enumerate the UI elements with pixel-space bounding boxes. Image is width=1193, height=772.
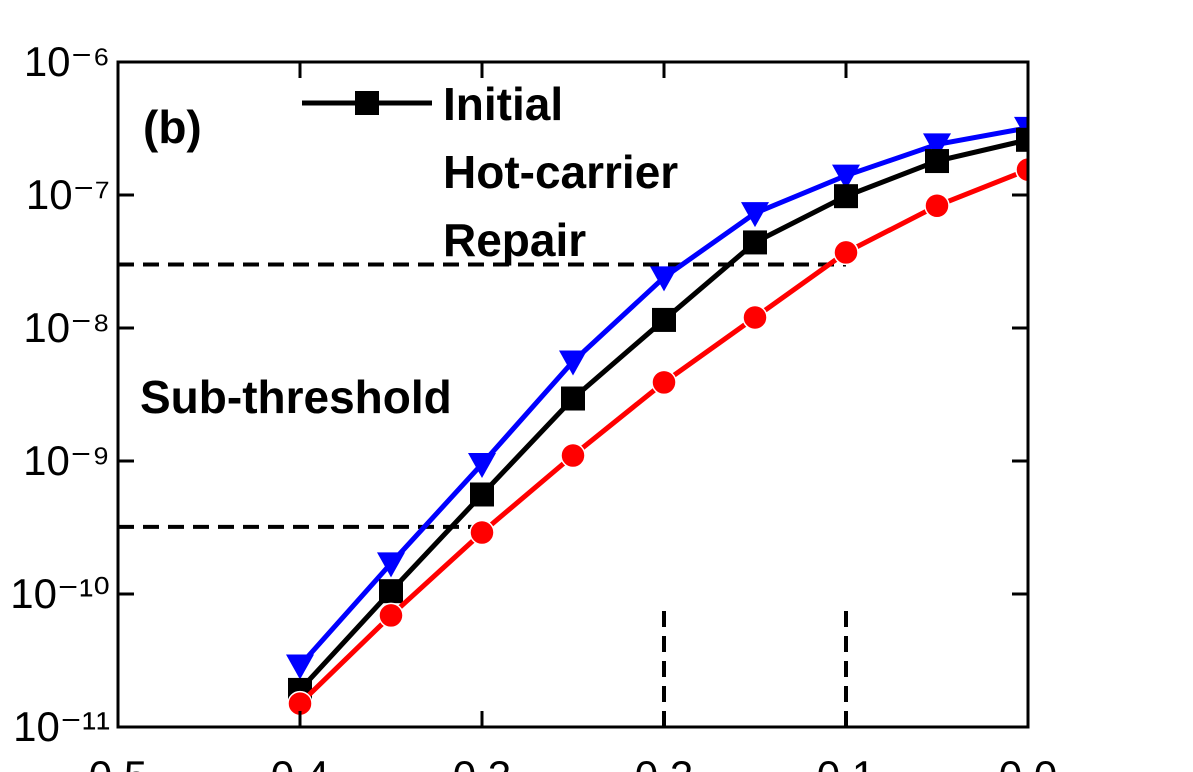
marker <box>468 452 496 478</box>
series-group <box>286 116 1028 717</box>
marker <box>651 369 677 396</box>
marker <box>378 602 404 629</box>
legend-label: Repair <box>443 214 586 266</box>
legend-label: Hot-carrier <box>443 146 678 198</box>
marker <box>379 579 403 604</box>
legend: Initial Hot-carrier Repair <box>302 78 678 266</box>
marker <box>470 482 494 507</box>
y-tick-label: 10⁻¹¹ <box>13 703 110 750</box>
panel-label: (b) <box>143 101 202 153</box>
marker <box>559 350 587 376</box>
marker <box>832 164 860 190</box>
marker <box>923 133 951 159</box>
marker <box>833 239 859 266</box>
marker <box>925 149 949 174</box>
y-tick-label: 10⁻⁷ <box>26 171 110 218</box>
y-tick-label: 10⁻⁸ <box>23 304 110 351</box>
annotation: Sub-threshold <box>140 371 452 423</box>
x-tick-label: 0.3 <box>453 752 511 772</box>
y-tick-label: 10⁻⁹ <box>23 437 110 484</box>
y-tick-label: 10⁻⁶ <box>24 38 110 85</box>
legend-marker <box>355 91 379 115</box>
axes: 10⁻¹¹ 10⁻¹⁰ 10⁻⁹ 10⁻⁸ 10⁻⁷ 10⁻⁶ 0.5 0.4 0.3 0.2 0.… <box>10 38 1057 772</box>
marker <box>1016 127 1028 152</box>
marker <box>469 519 495 546</box>
plot-frame <box>116 60 1030 729</box>
marker <box>560 442 586 469</box>
x-tick-label: 0.4 <box>271 752 329 772</box>
marker <box>834 184 858 209</box>
legend-label: Initial <box>443 78 563 130</box>
marker <box>741 202 769 228</box>
marker <box>652 307 676 332</box>
x-tick-label: 0.5 <box>89 752 147 772</box>
y-tick-label: 10⁻¹⁰ <box>10 570 110 617</box>
marker <box>743 230 767 255</box>
x-tick-label: 0.0 <box>999 752 1057 772</box>
marker <box>377 552 405 578</box>
marker <box>561 386 585 411</box>
marker <box>924 193 950 219</box>
marker <box>286 654 314 680</box>
marker <box>742 304 768 331</box>
marker <box>650 266 678 292</box>
x-tick-label: 0.1 <box>817 752 875 772</box>
marker <box>1015 156 1028 183</box>
x-tick-label: 0.2 <box>635 752 693 772</box>
